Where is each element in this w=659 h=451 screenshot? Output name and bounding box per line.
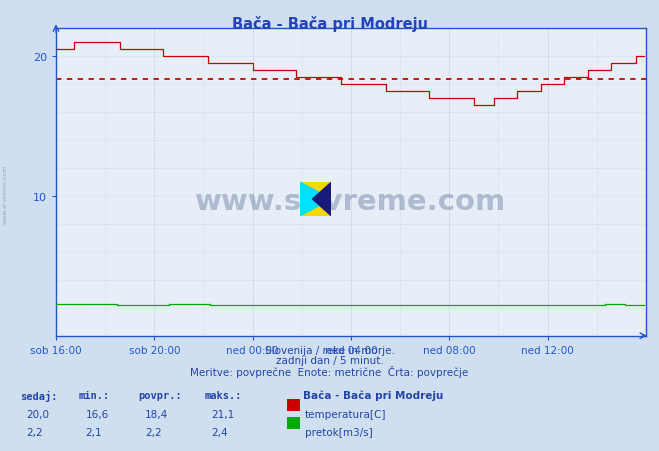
Text: 2,2: 2,2 — [145, 427, 161, 437]
Text: maks.:: maks.: — [204, 390, 242, 400]
Text: 2,2: 2,2 — [26, 427, 43, 437]
Text: 2,1: 2,1 — [86, 427, 102, 437]
Text: Meritve: povprečne  Enote: metrične  Črta: povprečje: Meritve: povprečne Enote: metrične Črta:… — [190, 365, 469, 377]
Text: zadnji dan / 5 minut.: zadnji dan / 5 minut. — [275, 355, 384, 365]
Text: 20,0: 20,0 — [26, 409, 49, 419]
Text: 21,1: 21,1 — [211, 409, 234, 419]
Text: min.:: min.: — [79, 390, 110, 400]
Text: povpr.:: povpr.: — [138, 390, 182, 400]
Text: pretok[m3/s]: pretok[m3/s] — [305, 427, 373, 437]
Polygon shape — [300, 183, 331, 216]
Text: 2,4: 2,4 — [211, 427, 227, 437]
Text: www.si-vreme.com: www.si-vreme.com — [3, 164, 8, 224]
Text: Bača - Bača pri Modreju: Bača - Bača pri Modreju — [303, 390, 444, 400]
Text: sedaj:: sedaj: — [20, 390, 57, 401]
Text: Slovenija / reke in morje.: Slovenija / reke in morje. — [264, 345, 395, 355]
Text: 16,6: 16,6 — [86, 409, 109, 419]
Text: 18,4: 18,4 — [145, 409, 168, 419]
Polygon shape — [312, 183, 331, 216]
Text: Bača - Bača pri Modreju: Bača - Bača pri Modreju — [231, 16, 428, 32]
Text: temperatura[C]: temperatura[C] — [305, 409, 387, 419]
Text: www.si-vreme.com: www.si-vreme.com — [195, 187, 507, 215]
